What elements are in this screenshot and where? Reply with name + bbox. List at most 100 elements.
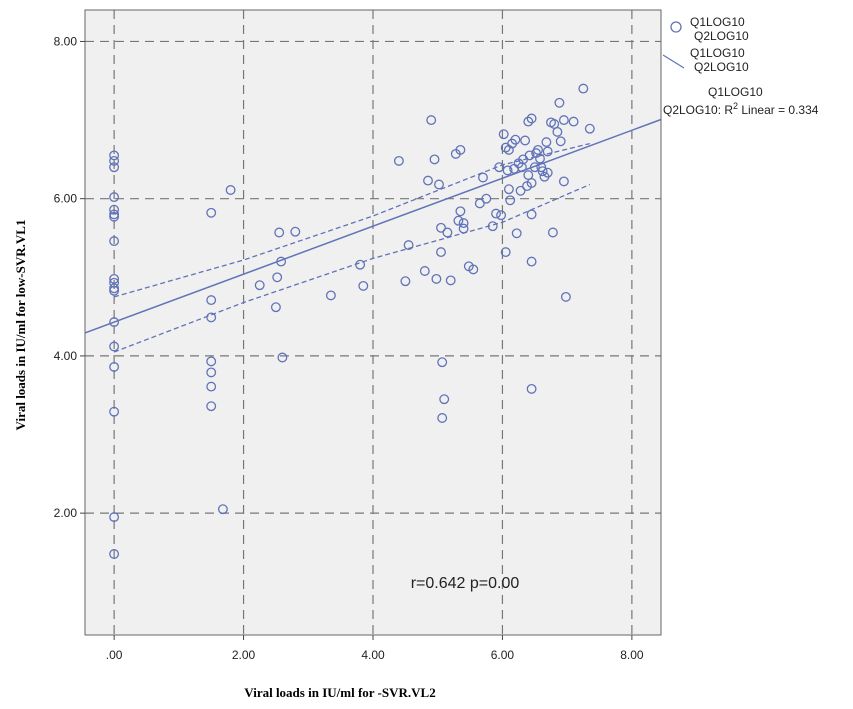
scatter-point <box>109 277 120 288</box>
scatter-point <box>547 227 558 238</box>
scatter-point <box>419 266 430 276</box>
scatter-point <box>109 512 120 523</box>
scatter-point <box>468 264 479 275</box>
y-tick-label: 6.00 <box>54 192 78 206</box>
scatter-point <box>526 256 537 267</box>
scatter-point <box>109 406 120 417</box>
legend: Q1LOG10 Q2LOG10 Q1LOG10 Q2LOG10 Q1LOG10 … <box>662 15 819 117</box>
x-axis-title: Viral loads in IU/ml for -SVR.VL2 <box>244 685 435 700</box>
scatter-point <box>584 123 595 134</box>
gridlines <box>85 10 661 635</box>
scatter-point <box>494 162 505 173</box>
scatter-point <box>206 367 217 378</box>
scatter-point <box>109 192 120 203</box>
scatter-point <box>503 184 514 195</box>
scatter-point <box>434 179 444 190</box>
scatter-point <box>325 290 336 301</box>
scatter-point <box>393 155 404 166</box>
scatter-point <box>277 352 288 363</box>
scatter-point <box>529 162 540 173</box>
scatter-point <box>520 135 531 146</box>
scatter-point <box>206 295 217 306</box>
scatter-point <box>436 247 446 258</box>
scatter-point <box>537 166 548 177</box>
scatter-point <box>560 291 571 302</box>
legend-marker-line2: Q2LOG10 <box>694 29 749 43</box>
scatter-point <box>458 223 469 234</box>
scatter-point <box>423 175 433 186</box>
scatter-point <box>496 210 507 221</box>
scatter-point <box>439 394 450 405</box>
scatter-point <box>455 144 466 155</box>
scatter-point <box>206 207 217 218</box>
legend-r2-line1: Q1LOG10 <box>708 85 763 99</box>
x-tick-label: 6.00 <box>491 648 515 662</box>
scatter-point <box>442 227 453 238</box>
scatter-point <box>554 97 565 108</box>
scatter-point <box>272 272 283 283</box>
scatter-point <box>437 357 448 368</box>
scatter-point <box>109 211 120 222</box>
correlation-annotation: r=0.642 p=0.00 <box>411 575 520 592</box>
scatter-point <box>445 275 456 286</box>
scatter-point <box>542 146 553 157</box>
scatter-point <box>474 198 485 209</box>
scatter-point <box>526 209 537 220</box>
scatter-point <box>481 193 492 204</box>
scatter-point <box>206 381 217 392</box>
scatter-point <box>516 162 527 173</box>
scatter-point <box>542 167 553 178</box>
scatter-point <box>526 178 537 188</box>
scatter-point <box>568 116 579 127</box>
scatter-point <box>109 162 120 173</box>
scatter-point <box>503 144 514 155</box>
scatter-point <box>403 240 414 251</box>
scatter-point <box>109 155 120 166</box>
scatter-point <box>524 150 535 161</box>
scatter-point <box>109 236 120 247</box>
scatter-point <box>555 136 566 147</box>
scatter-point <box>358 280 369 291</box>
scatter-point <box>109 549 120 559</box>
legend-fit-line1: Q1LOG10 <box>690 46 745 60</box>
y-tick-label: 2.00 <box>54 506 78 520</box>
scatter-point <box>290 226 301 237</box>
scatter-point <box>541 137 552 148</box>
scatter-point <box>500 247 511 258</box>
legend-r2-line2: Q2LOG10: R2 Linear = 0.334 <box>663 101 819 117</box>
scatter-point <box>109 204 120 215</box>
scatter-point <box>109 317 120 328</box>
legend-fit-line2: Q2LOG10 <box>694 60 749 74</box>
scatter-point <box>400 276 411 287</box>
scatter-point <box>436 222 446 233</box>
y-tick-label: 4.00 <box>54 349 78 363</box>
legend-fit-line-icon <box>662 54 685 69</box>
legend-marker-line1: Q1LOG10 <box>690 15 745 29</box>
scatter-point <box>505 195 516 206</box>
scatter-point <box>498 129 509 140</box>
scatter-point <box>109 273 120 284</box>
scatter-point <box>270 302 281 313</box>
scatter-point <box>491 208 501 219</box>
scatter-point <box>276 256 287 267</box>
scatter-point <box>523 116 534 127</box>
scatter-point <box>109 285 120 296</box>
scatter-point <box>109 361 120 372</box>
data-points <box>109 83 595 559</box>
x-tick-label: 4.00 <box>361 648 385 662</box>
scatter-point <box>109 150 120 161</box>
scatter-point <box>217 504 228 515</box>
scatter-point <box>578 83 589 94</box>
scatter-point <box>526 113 537 124</box>
scatter-point <box>206 401 217 412</box>
scatter-point <box>552 126 563 137</box>
regression-line <box>84 118 662 334</box>
scatter-point <box>510 134 521 145</box>
scatter-point <box>453 215 464 226</box>
scatter-point <box>206 356 217 367</box>
scatter-point <box>502 165 513 176</box>
x-tick-label: 8.00 <box>620 648 644 662</box>
scatter-point <box>225 185 236 195</box>
fit-line-group <box>84 118 662 334</box>
